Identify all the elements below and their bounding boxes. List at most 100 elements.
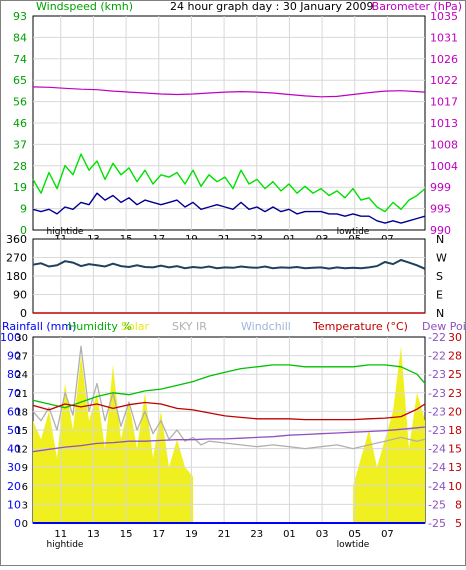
wind-baro-panel: 93 84 74 65 56 46 37 28 19 9 0 1035 1031 1026 1022 1017… [13,10,458,245]
windspeed-tick-label: 56 [13,96,27,109]
humidity-tick-label: 18 [15,407,28,418]
x-tick-label: 03 [316,529,329,540]
sky-ir-tick-label: -24 [428,461,446,474]
legend-dewpoint: Dew Point [422,320,466,333]
sky-ir-tick-label: -23 [428,368,446,381]
series-area-solar [33,346,425,523]
x-tick-label: 19 [185,529,198,540]
x-tick-label: 13 [87,529,100,540]
rainfall-tick-label: 40 [7,443,21,456]
sky-ir-tick-label: -23 [428,405,446,418]
windspeed-tick-label: 46 [13,117,27,130]
compass-tick-label: S [436,270,443,283]
windspeed-tick-label: 9 [20,203,27,216]
x-tick-label: 23 [250,529,263,540]
compass-tick-label: W [436,252,447,265]
sky-ir-tick-label: -24 [428,480,446,493]
sky-ir-tick-label: -23 [428,387,446,400]
humidity-tick-label: 27 [15,352,28,363]
barometer-tick-label: 1004 [430,160,458,173]
windspeed-tick-label: 84 [13,31,27,44]
temperature-tick-label: 25 [448,368,462,381]
barometer-tick-label: 1022 [430,74,458,87]
rainfall-tick-label: 80 [7,368,21,381]
windspeed-tick-label: 37 [13,138,27,151]
rainfall-tick-label: 50 [7,424,21,437]
temp-humidity-panel: 1009080706050403020100302724211815129630… [0,331,462,550]
rainfall-tick-label: 60 [7,405,21,418]
barometer-tick-label: 999 [430,181,451,194]
barometer-tick-label: 1013 [430,117,458,130]
series-line-humidity [32,364,426,409]
x-tick-label: 07 [381,529,394,540]
sky-ir-tick-label: -22 [428,350,446,363]
sky-ir-tick-label: -23 [428,424,446,437]
rainfall-tick-label: 100 [0,331,21,344]
compass-tick-label: N [436,307,444,320]
x-tick-label: 01 [283,529,296,540]
humidity-tick-label: 15 [15,426,28,437]
series-line-temperature [32,401,426,421]
windspeed-tick-label: 0 [20,224,27,237]
rainfall-tick-label: 20 [7,480,21,493]
temperature-tick-label: 18 [448,424,462,437]
tide-label: lowtide [337,540,370,550]
temperature-tick-label: 28 [448,350,462,363]
legend-temperature: Temperature (°C) [312,320,408,333]
direction-tick-label: 0 [20,307,27,320]
legend-rainfall: Rainfall (mm) [2,320,76,333]
humidity-tick-label: 24 [15,370,28,381]
series-line-dew-point [32,426,426,453]
series-line-sky-ir [32,345,426,450]
x-tick-label: 17 [152,529,165,540]
legend-windchill: Windchill [241,320,291,333]
temperature-tick-label: 15 [448,443,462,456]
temperature-tick-label: 5 [455,517,462,530]
sky-ir-tick-label: -22 [428,331,446,344]
windspeed-tick-label: 65 [13,74,27,87]
legend: Rainfall (mm) Humidity % Solar SKY IR Wi… [2,320,466,333]
temperature-tick-label: 8 [455,498,462,511]
humidity-tick-label: 21 [15,389,28,400]
tide-label: hightide [47,227,84,237]
windspeed-tick-label: 74 [13,53,27,66]
windspeed-tick-label: 93 [13,10,27,23]
humidity-tick-label: 30 [15,333,28,344]
x-tick-label: 21 [218,529,231,540]
windspeed-tick-label: 19 [13,181,27,194]
direction-tick-label: 180 [6,270,27,283]
temperature-tick-label: 10 [448,480,462,493]
x-tick-label: 05 [348,529,361,540]
legend-sky-ir: SKY IR [172,320,207,333]
windspeed-tick-label: 28 [13,160,27,173]
humidity-tick-label: 9 [22,463,28,474]
tide-label: hightide [47,540,84,550]
series-line-barometer [32,86,426,98]
barometer-tick-label: 1026 [430,53,458,66]
direction-tick-label: 360 [6,233,27,246]
chart-title: 24 hour graph day : 30 January 2009 [170,0,374,13]
series-line-wind-average [32,192,426,224]
barometer-tick-label: 1035 [430,10,458,23]
direction-tick-label: 270 [6,252,27,265]
compass-tick-label: N [436,233,444,246]
barometer-tick-label: 1017 [430,96,458,109]
sky-ir-tick-label: -25 [428,498,446,511]
x-tick-label: 11 [54,529,67,540]
sky-ir-tick-label: -24 [428,443,446,456]
legend-solar: Solar [121,320,150,333]
temperature-tick-label: 30 [448,331,462,344]
barometer-axis-title: Barometer (hPa) [372,0,462,13]
rainfall-tick-label: 70 [7,387,21,400]
rainfall-tick-label: 30 [7,461,21,474]
temperature-tick-label: 13 [448,461,462,474]
barometer-tick-label: 995 [430,203,451,216]
legend-humidity: Humidity % [68,320,132,333]
barometer-tick-label: 990 [430,224,451,237]
tide-label: lowtide [337,227,370,237]
temperature-tick-label: 23 [448,387,462,400]
barometer-tick-label: 1008 [430,138,458,151]
